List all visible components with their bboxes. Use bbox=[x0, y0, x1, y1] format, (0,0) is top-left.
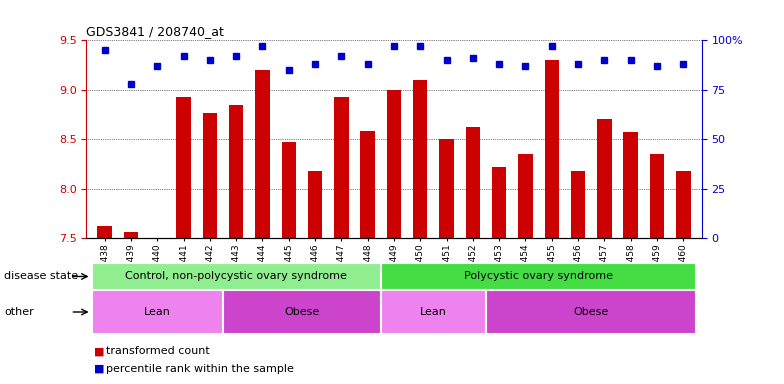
Text: GDS3841 / 208740_at: GDS3841 / 208740_at bbox=[86, 25, 224, 38]
Bar bbox=[466, 127, 480, 238]
Text: Obese: Obese bbox=[574, 307, 609, 317]
Bar bbox=[650, 154, 664, 238]
Bar bbox=[281, 142, 296, 238]
Bar bbox=[597, 119, 612, 238]
Bar bbox=[676, 171, 691, 238]
Bar bbox=[381, 263, 696, 290]
Bar bbox=[439, 139, 454, 238]
Bar bbox=[308, 171, 322, 238]
Bar bbox=[229, 104, 243, 238]
Text: Polycystic ovary syndrome: Polycystic ovary syndrome bbox=[464, 271, 613, 281]
Text: Lean: Lean bbox=[143, 307, 171, 317]
Bar bbox=[381, 290, 486, 334]
Text: percentile rank within the sample: percentile rank within the sample bbox=[106, 364, 294, 374]
Bar bbox=[124, 232, 138, 238]
Bar bbox=[202, 113, 217, 238]
Bar bbox=[486, 290, 696, 334]
Text: disease state: disease state bbox=[4, 271, 78, 281]
Bar bbox=[361, 131, 375, 238]
Bar bbox=[97, 226, 112, 238]
Text: other: other bbox=[4, 307, 34, 317]
Bar bbox=[387, 90, 401, 238]
Bar bbox=[223, 290, 381, 334]
Bar bbox=[176, 97, 191, 238]
Text: Obese: Obese bbox=[285, 307, 320, 317]
Bar bbox=[92, 290, 223, 334]
Bar bbox=[92, 263, 381, 290]
Bar bbox=[571, 171, 586, 238]
Bar bbox=[518, 154, 532, 238]
Bar bbox=[413, 80, 427, 238]
Bar bbox=[623, 132, 638, 238]
Text: ■: ■ bbox=[94, 346, 104, 356]
Text: transformed count: transformed count bbox=[106, 346, 209, 356]
Text: Lean: Lean bbox=[420, 307, 447, 317]
Bar bbox=[492, 167, 506, 238]
Text: Control, non-polycystic ovary syndrome: Control, non-polycystic ovary syndrome bbox=[125, 271, 347, 281]
Bar bbox=[545, 60, 559, 238]
Text: ■: ■ bbox=[94, 364, 104, 374]
Bar bbox=[256, 70, 270, 238]
Bar bbox=[334, 97, 349, 238]
